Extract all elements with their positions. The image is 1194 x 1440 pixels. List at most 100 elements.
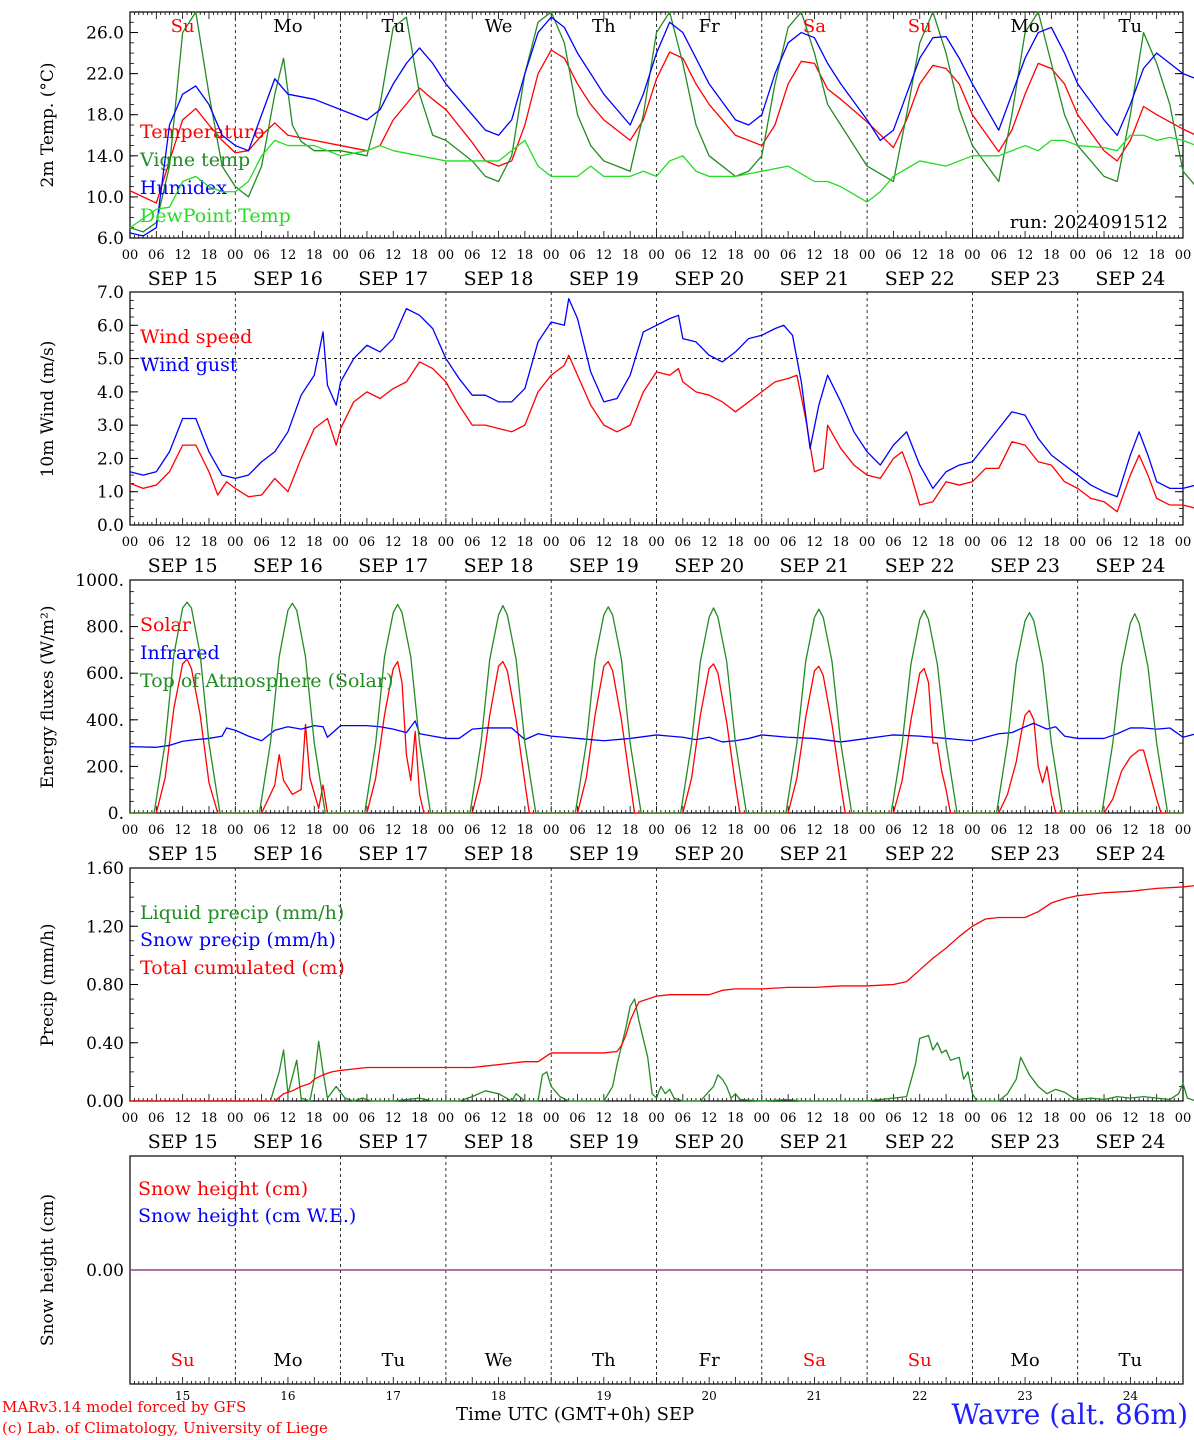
hour-label: 00 — [648, 1111, 665, 1126]
hour-label: 06 — [464, 248, 481, 263]
hour-label: 18 — [411, 1111, 428, 1126]
legend-label: Top of Atmosphere (Solar) — [140, 670, 393, 692]
date-label: SEP 22 — [885, 268, 955, 290]
date-label: SEP 24 — [1095, 555, 1165, 577]
hour-label: 00 — [227, 823, 244, 838]
hour-label: 18 — [1043, 535, 1060, 550]
legend-label: Temperature — [140, 121, 264, 143]
y-tick-label: 1.0 — [97, 483, 124, 503]
hour-label: 18 — [517, 823, 534, 838]
hour-label: 00 — [1175, 1111, 1192, 1126]
y-tick-label: 800. — [86, 618, 124, 638]
y-tick-label: 0. — [108, 804, 124, 824]
legend-label: Solar — [140, 614, 192, 636]
hour-label: 00 — [332, 823, 349, 838]
hour-label: 12 — [174, 248, 191, 263]
hour-label: 00 — [122, 248, 139, 263]
hour-label: 00 — [438, 1111, 455, 1126]
hour-label: 12 — [1122, 248, 1139, 263]
hour-label: 06 — [990, 1111, 1007, 1126]
hour-label: 18 — [727, 248, 744, 263]
hour-label: 00 — [227, 535, 244, 550]
hour-label: 18 — [833, 248, 850, 263]
hour-label: 18 — [622, 248, 639, 263]
hour-label: 06 — [464, 535, 481, 550]
hour-label: 06 — [675, 248, 692, 263]
y-tick-label: 6.0 — [97, 229, 124, 249]
hour-label: 06 — [675, 823, 692, 838]
legend-label: Vigne temp — [139, 149, 250, 171]
hour-label: 00 — [1069, 1111, 1086, 1126]
weekday-label: Mo — [273, 1350, 302, 1371]
date-label: SEP 16 — [253, 555, 323, 577]
hour-label: 12 — [280, 823, 297, 838]
hour-label: 06 — [885, 248, 902, 263]
date-label: SEP 23 — [990, 268, 1060, 290]
hour-label: 00 — [648, 248, 665, 263]
date-label: SEP 17 — [358, 843, 428, 865]
weekday-label: Su — [908, 1350, 932, 1371]
date-label: SEP 20 — [674, 1131, 744, 1153]
hour-label: 00 — [332, 248, 349, 263]
weekday-label: Th — [592, 1350, 616, 1371]
station-name: Wavre (alt. 86m) — [951, 1398, 1188, 1431]
date-label: SEP 21 — [780, 843, 850, 865]
series-line — [129, 11, 1194, 233]
hour-label: 12 — [280, 248, 297, 263]
weekday-label: Su — [171, 1350, 195, 1371]
panel-2: 0.0 1.0 2.0 3.0 4.0 5.0 6.0 7.0 10m Wind (m/s) Wi… — [38, 283, 1194, 577]
hour-label: 18 — [306, 248, 323, 263]
day-number-label: 21 — [807, 1389, 822, 1403]
y-axis-label: 2m Temp. (°C) — [38, 62, 58, 187]
weekday-label: We — [485, 16, 513, 37]
hour-label: 00 — [332, 1111, 349, 1126]
hour-label: 06 — [464, 1111, 481, 1126]
hour-label: 00 — [1069, 823, 1086, 838]
day-number-label: 17 — [386, 1389, 401, 1403]
hour-label: 00 — [964, 535, 981, 550]
hour-label: 18 — [1043, 823, 1060, 838]
hour-label: 00 — [964, 1111, 981, 1126]
hour-label: 00 — [648, 823, 665, 838]
hour-label: 06 — [569, 248, 586, 263]
hour-label: 18 — [201, 823, 218, 838]
hour-label: 12 — [385, 535, 402, 550]
hour-label: 18 — [938, 1111, 955, 1126]
weekday-label: Mo — [1010, 16, 1039, 37]
hour-label: 18 — [727, 535, 744, 550]
day-number-label: 16 — [280, 1389, 295, 1403]
hour-label: 06 — [885, 823, 902, 838]
hour-label: 18 — [517, 1111, 534, 1126]
hour-label: 12 — [1017, 535, 1034, 550]
day-number-label: 19 — [596, 1389, 611, 1403]
date-label: SEP 21 — [780, 1131, 850, 1153]
hour-label: 12 — [1017, 1111, 1034, 1126]
hour-label: 18 — [517, 248, 534, 263]
y-axis-label: Energy fluxes (W/m²) — [38, 606, 58, 789]
weekday-label: Th — [592, 16, 616, 37]
hour-label: 18 — [938, 535, 955, 550]
hour-label: 00 — [648, 535, 665, 550]
legend-label: Snow height (cm W.E.) — [138, 1205, 356, 1227]
hour-label: 12 — [806, 1111, 823, 1126]
run-label: run: 2024091512 — [1010, 212, 1168, 233]
date-label: SEP 16 — [253, 1131, 323, 1153]
hour-label: 00 — [754, 823, 771, 838]
hour-label: 06 — [990, 823, 1007, 838]
y-tick-label: 4.0 — [97, 383, 124, 403]
series-line — [130, 885, 1194, 1102]
series-line — [129, 354, 1194, 513]
date-label: SEP 17 — [358, 555, 428, 577]
hour-label: 12 — [1017, 823, 1034, 838]
hour-label: 00 — [543, 1111, 560, 1126]
y-tick-label: 7.0 — [97, 283, 124, 303]
series-line — [129, 298, 1194, 498]
hour-label: 12 — [490, 823, 507, 838]
date-label: SEP 19 — [569, 555, 639, 577]
date-label: SEP 24 — [1095, 843, 1165, 865]
hour-label: 12 — [174, 823, 191, 838]
y-tick-label: 18.0 — [86, 106, 124, 126]
hour-label: 18 — [201, 535, 218, 550]
date-label: SEP 22 — [885, 843, 955, 865]
y-tick-label: 1.60 — [86, 859, 124, 879]
